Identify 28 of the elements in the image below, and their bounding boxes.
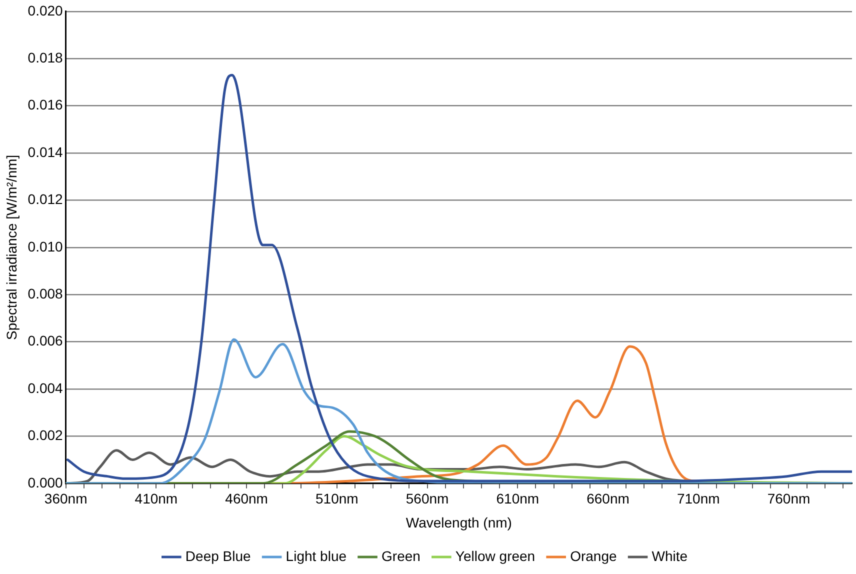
y-tick-label: 0.016 — [28, 96, 64, 113]
y-tick-label: 0.002 — [28, 427, 64, 444]
x-tick-label: 360nm — [44, 490, 88, 507]
legend-label: Deep Blue — [185, 548, 252, 564]
y-tick-label: 0.010 — [28, 238, 64, 254]
legend-label: Light blue — [286, 548, 347, 564]
y-tick-label: 0.012 — [28, 191, 64, 208]
x-tick-label: 710nm — [676, 490, 720, 507]
y-tick-label: 0.020 — [28, 2, 64, 18]
x-tick-label: 760nm — [767, 490, 810, 507]
y-tick-label: 0.014 — [28, 144, 64, 160]
legend-label: Yellow green — [455, 548, 536, 564]
legend-label: White — [652, 548, 688, 564]
y-tick-label: 0.018 — [28, 49, 64, 66]
legend-label: Orange — [570, 548, 617, 564]
x-axis-title: Wavelength (nm) — [406, 514, 512, 530]
legend-label: Green — [382, 548, 420, 564]
y-tick-label: 0.006 — [28, 332, 64, 349]
y-tick-label: 0.004 — [28, 380, 64, 396]
x-tick-label: 560nm — [406, 490, 449, 507]
y-axis-title: Spectral irradiance [W/m²/nm] — [3, 154, 20, 340]
y-tick-label: 0.000 — [28, 474, 64, 490]
x-tick-label: 460nm — [225, 490, 268, 507]
x-tick-label: 510nm — [316, 490, 358, 507]
x-tick-label: 410nm — [134, 490, 178, 507]
y-tick-label: 0.008 — [28, 285, 64, 302]
x-tick-label: 610nm — [496, 490, 540, 507]
x-tick-label: 660nm — [586, 490, 630, 507]
